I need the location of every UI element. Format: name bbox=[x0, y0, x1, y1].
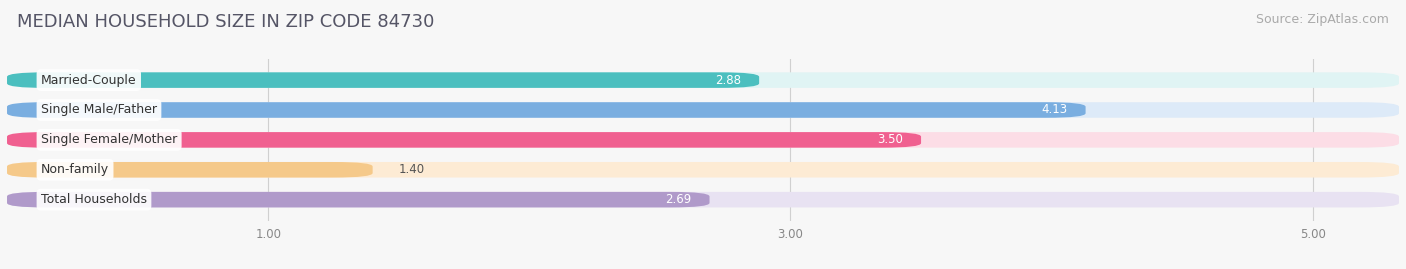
FancyBboxPatch shape bbox=[7, 72, 1399, 88]
FancyBboxPatch shape bbox=[7, 102, 1399, 118]
Text: MEDIAN HOUSEHOLD SIZE IN ZIP CODE 84730: MEDIAN HOUSEHOLD SIZE IN ZIP CODE 84730 bbox=[17, 13, 434, 31]
FancyBboxPatch shape bbox=[7, 72, 759, 88]
Text: 2.88: 2.88 bbox=[714, 74, 741, 87]
FancyBboxPatch shape bbox=[7, 162, 1399, 178]
Text: 4.13: 4.13 bbox=[1042, 104, 1067, 116]
Text: 2.69: 2.69 bbox=[665, 193, 692, 206]
Text: 1.40: 1.40 bbox=[399, 163, 425, 176]
FancyBboxPatch shape bbox=[7, 132, 921, 148]
FancyBboxPatch shape bbox=[7, 162, 373, 178]
Text: 3.50: 3.50 bbox=[877, 133, 903, 146]
Text: Single Female/Mother: Single Female/Mother bbox=[41, 133, 177, 146]
FancyBboxPatch shape bbox=[7, 102, 1085, 118]
FancyBboxPatch shape bbox=[7, 132, 1399, 148]
FancyBboxPatch shape bbox=[7, 192, 1399, 207]
Text: Total Households: Total Households bbox=[41, 193, 148, 206]
Text: Non-family: Non-family bbox=[41, 163, 110, 176]
Text: Married-Couple: Married-Couple bbox=[41, 74, 136, 87]
Text: Single Male/Father: Single Male/Father bbox=[41, 104, 157, 116]
FancyBboxPatch shape bbox=[7, 192, 710, 207]
Text: Source: ZipAtlas.com: Source: ZipAtlas.com bbox=[1256, 13, 1389, 26]
